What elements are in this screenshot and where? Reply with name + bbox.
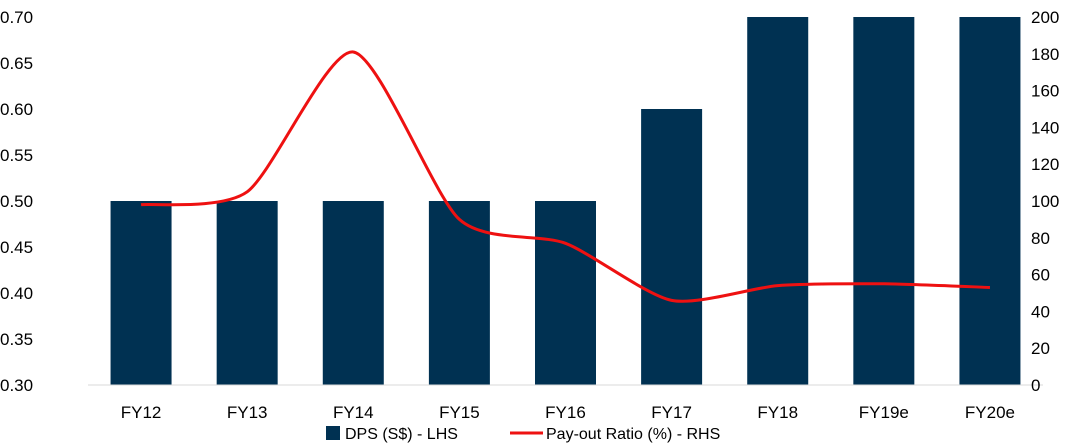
x-tick-label: FY12 [121,403,162,422]
bar-series-group [110,17,1021,385]
left-tick-label: 0.45 [0,238,33,257]
left-tick-label: 0.50 [0,192,33,211]
bar-fy14 [322,201,384,385]
line-series-group [140,50,990,303]
right-tick-label: 160 [1031,82,1059,101]
x-tick-label: FY18 [757,403,798,422]
right-tick-label: 40 [1031,302,1050,321]
bar-fy19e [853,17,915,385]
left-tick-label: 0.40 [0,284,33,303]
bar-fy13 [216,201,278,385]
legend-label-dps: DPS (S$) - LHS [345,426,458,443]
bar-fy18 [747,17,809,385]
bar-fy12 [110,201,172,385]
right-tick-label: 0 [1031,376,1040,395]
x-tick-label: FY17 [651,403,692,422]
left-tick-label: 0.35 [0,330,33,349]
left-axis: 0.30 0.35 0.40 0.45 0.50 0.55 0.60 0.65 0.70 [0,8,33,395]
right-tick-label: 200 [1031,8,1059,27]
bar-fy20e [959,17,1021,385]
x-tick-label: FY19e [859,403,909,422]
right-tick-label: 80 [1031,229,1050,248]
bar-fy17 [641,109,703,385]
x-tick-label: FY20e [965,403,1015,422]
left-tick-label: 0.30 [0,376,33,395]
left-tick-label: 0.55 [0,146,33,165]
legend-swatch-dps [326,426,340,440]
right-tick-label: 140 [1031,118,1059,137]
right-tick-label: 120 [1031,155,1059,174]
right-axis: 0 20 40 60 80 100 120 140 160 180 200 [1031,8,1059,395]
x-tick-label: FY16 [545,403,586,422]
left-tick-label: 0.60 [0,100,33,119]
left-tick-label: 0.65 [0,54,33,73]
right-tick-label: 180 [1031,45,1059,64]
x-tick-label: FY15 [439,403,480,422]
right-tick-label: 20 [1031,339,1050,358]
legend-label-payout: Pay-out Ratio (%) - RHS [546,426,720,443]
bar-fy16 [535,201,596,385]
x-tick-label: FY13 [227,403,268,422]
x-axis: FY12 FY13 FY14 FY15 FY16 FY17 FY18 FY19e FY20e [121,403,1015,422]
bar-fy15 [428,201,490,385]
payout-ratio-line [140,50,990,303]
left-tick-label: 0.70 [0,8,33,27]
x-tick-label: FY14 [333,403,374,422]
right-tick-label: 100 [1031,192,1059,211]
right-tick-label: 60 [1031,266,1050,285]
legend: DPS (S$) - LHS Pay-out Ratio (%) - RHS [326,426,720,443]
